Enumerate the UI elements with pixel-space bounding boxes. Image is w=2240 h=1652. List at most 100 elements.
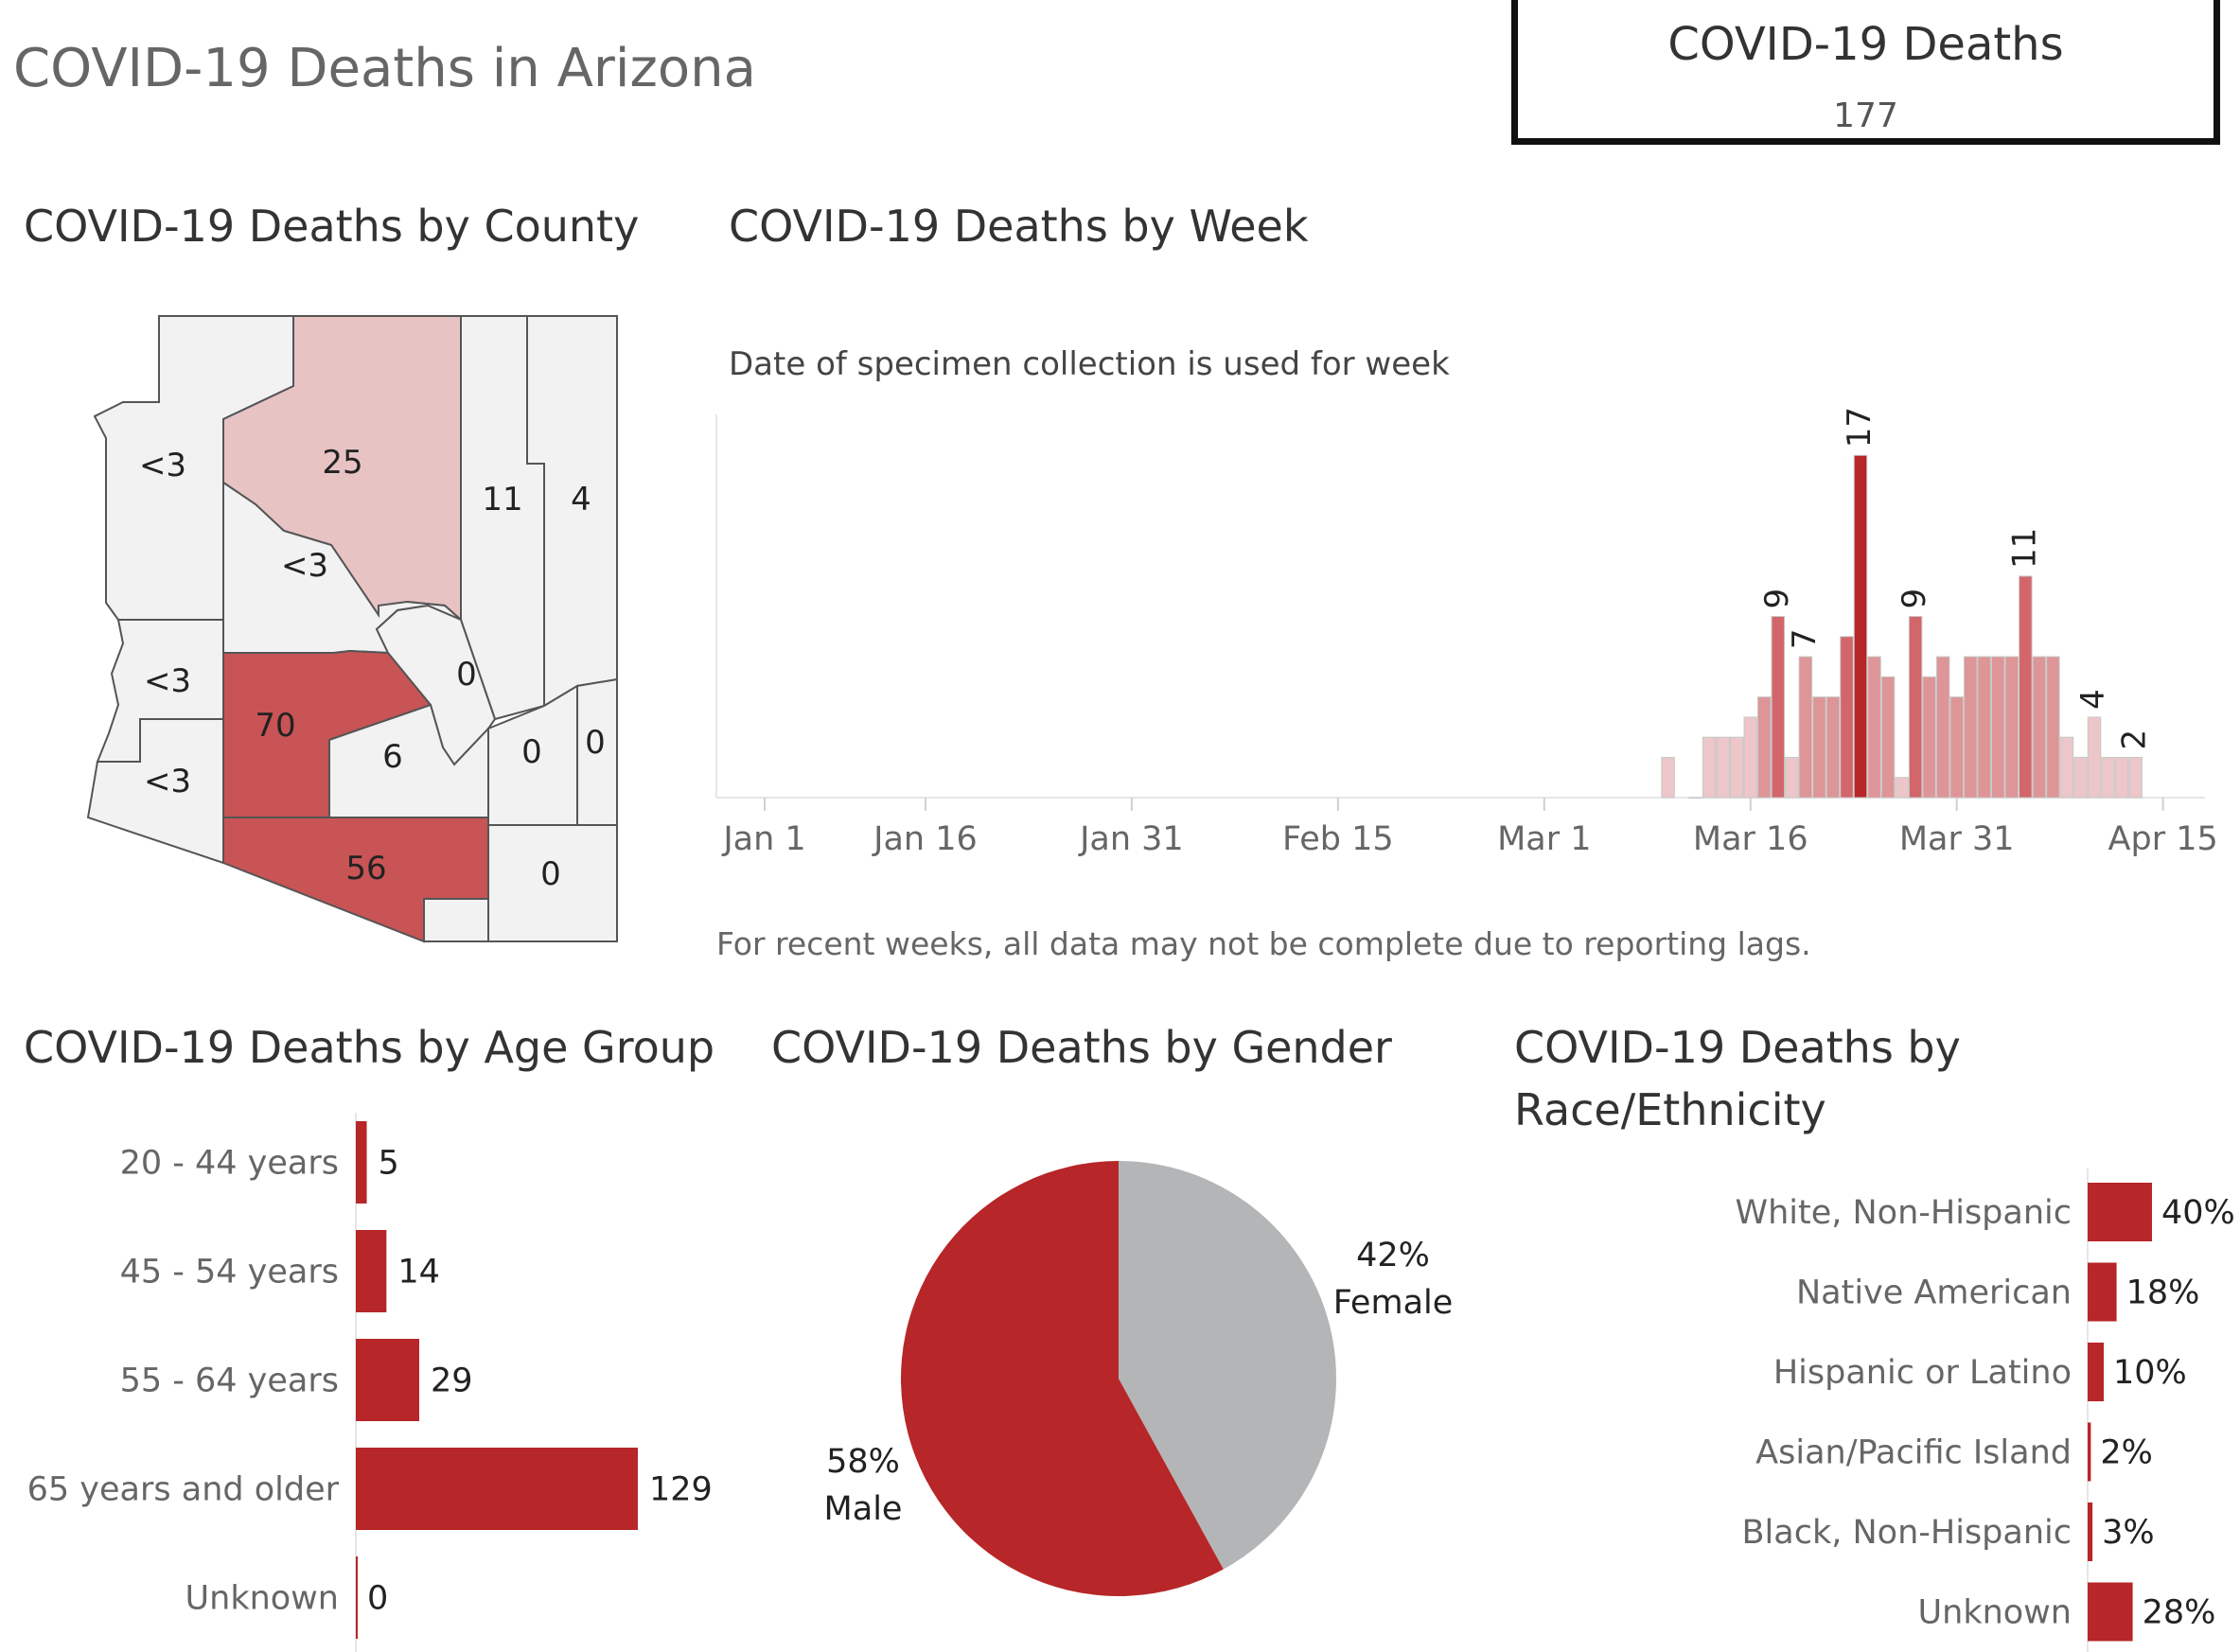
race-bar[interactable] <box>2088 1183 2152 1241</box>
week-bar[interactable] <box>1743 716 1757 799</box>
race-bar[interactable] <box>2088 1262 2117 1322</box>
week-bar[interactable] <box>1949 696 1964 799</box>
race-chart-title-line2: Race/Ethnicity <box>1514 1084 1826 1135</box>
week-bar[interactable] <box>1895 777 1909 799</box>
age-category-label: 65 years and older <box>27 1471 340 1509</box>
gender-chart-title: COVID-19 Deaths by Gender <box>771 1022 1392 1073</box>
week-bar-label: 9 <box>1896 589 1933 609</box>
week-bar[interactable] <box>1771 616 1786 799</box>
race-bar[interactable] <box>2088 1422 2091 1482</box>
total-deaths-value: 177 <box>1833 97 1898 135</box>
week-bar[interactable] <box>2073 756 2088 799</box>
week-bar[interactable] <box>2046 656 2060 799</box>
age-category-label: 45 - 54 years <box>120 1254 339 1292</box>
gender-slice-male[interactable] <box>900 1161 1224 1596</box>
week-bar[interactable] <box>1840 636 1854 799</box>
race-value-label: 3% <box>2102 1514 2155 1552</box>
week-x-tick-mar-16: Mar 16 <box>1693 820 1808 858</box>
gender-pct-label-female: 42% <box>1356 1237 1430 1274</box>
week-bar[interactable] <box>1812 696 1826 799</box>
county-yuma[interactable] <box>86 718 224 865</box>
race-value-label: 18% <box>2126 1274 2200 1312</box>
gender-name-label-male: Male <box>824 1490 903 1528</box>
total-deaths-label: COVID-19 Deaths <box>1667 18 2064 71</box>
week-bar[interactable] <box>2114 756 2129 799</box>
race-category-label: Black, Non-Hispanic <box>1742 1514 2072 1552</box>
week-bar-label: 9 <box>1758 589 1796 609</box>
age-bar[interactable] <box>356 1230 387 1312</box>
week-bar[interactable] <box>2128 756 2143 799</box>
age-bar[interactable] <box>356 1556 358 1639</box>
week-x-tick-jan-16: Jan 16 <box>872 820 978 858</box>
age-category-label: 55 - 64 years <box>120 1362 339 1400</box>
race-value-label: 40% <box>2161 1194 2235 1232</box>
race-value-label: 10% <box>2113 1354 2187 1392</box>
week-chart-footnote: For recent weeks, all data may not be co… <box>716 925 1811 962</box>
race-bar[interactable] <box>2088 1503 2093 1561</box>
week-bar[interactable] <box>1716 736 1730 799</box>
week-bar[interactable] <box>1908 616 1923 799</box>
week-bar[interactable] <box>1867 656 1881 799</box>
age-chart-title: COVID-19 Deaths by Age Group <box>24 1022 715 1073</box>
week-bar-label: 7 <box>1786 628 1824 649</box>
week-bar[interactable] <box>1991 656 2005 799</box>
age-category-label: Unknown <box>185 1580 339 1618</box>
age-category-label: 20 - 44 years <box>120 1145 339 1183</box>
race-bar[interactable] <box>2088 1343 2104 1401</box>
total-deaths-card[interactable]: COVID-19 Deaths 177 <box>1511 0 2220 145</box>
age-bar[interactable] <box>356 1339 419 1421</box>
week-chart-subtitle: Date of specimen collection is used for … <box>729 345 1450 383</box>
week-x-tick-mar-1: Mar 1 <box>1497 820 1591 858</box>
week-bar[interactable] <box>1702 736 1717 799</box>
race-chart-title-line1: COVID-19 Deaths by <box>1514 1022 1961 1073</box>
race-bar[interactable] <box>2088 1582 2133 1642</box>
age-value-label: 129 <box>649 1471 713 1509</box>
week-bar[interactable] <box>2004 656 2020 799</box>
age-value-label: 14 <box>397 1254 440 1292</box>
county-cochise[interactable] <box>487 824 618 942</box>
week-x-tick-feb-15: Feb 15 <box>1282 820 1394 858</box>
week-bar[interactable] <box>1963 656 1978 799</box>
age-value-label: 5 <box>379 1145 399 1183</box>
week-bar[interactable] <box>2019 575 2033 799</box>
race-value-label: 2% <box>2100 1434 2153 1472</box>
week-bar[interactable] <box>1798 656 1813 799</box>
age-value-label: 0 <box>367 1580 388 1618</box>
week-bar[interactable] <box>2087 716 2102 799</box>
race-category-label: Asian/Pacific Island <box>1755 1434 2072 1472</box>
week-bar[interactable] <box>1661 756 1675 799</box>
age-bar[interactable] <box>356 1448 638 1530</box>
week-bar[interactable] <box>1729 736 1744 799</box>
week-x-tick-jan-31: Jan 31 <box>1078 820 1184 858</box>
week-x-tick-jan-1: Jan 1 <box>721 820 805 858</box>
week-bar[interactable] <box>1688 797 1702 799</box>
gender-slice-female[interactable] <box>1119 1161 1336 1570</box>
week-bar[interactable] <box>1977 656 1992 799</box>
race-category-label: White, Non-Hispanic <box>1735 1194 2072 1232</box>
week-bar[interactable] <box>2101 756 2115 799</box>
county-chart-title: COVID-19 Deaths by County <box>24 201 640 252</box>
week-bar[interactable] <box>1826 696 1841 799</box>
race-category-label: Unknown <box>1918 1594 2072 1632</box>
week-bar[interactable] <box>1785 756 1799 799</box>
gender-name-label-female: Female <box>1333 1284 1454 1322</box>
week-x-tick-mar-31: Mar 31 <box>1899 820 2015 858</box>
race-category-label: Hispanic or Latino <box>1773 1354 2072 1392</box>
week-bar[interactable] <box>1757 696 1772 799</box>
age-value-label: 29 <box>431 1362 473 1400</box>
age-bar[interactable] <box>356 1121 367 1204</box>
race-value-label: 28% <box>2143 1594 2216 1632</box>
week-bar[interactable] <box>2032 656 2047 799</box>
week-bar[interactable] <box>2059 736 2074 799</box>
county-santa-cruz[interactable] <box>423 898 489 942</box>
week-bar[interactable] <box>1922 676 1936 799</box>
week-bar-label: 2 <box>2116 729 2154 750</box>
week-chart-title: COVID-19 Deaths by Week <box>729 201 1309 252</box>
week-bar-label: 11 <box>2005 528 2043 569</box>
week-bar[interactable] <box>1880 676 1896 799</box>
week-bar[interactable] <box>1853 454 1868 799</box>
week-bar[interactable] <box>1935 656 1950 799</box>
county-greenlee[interactable] <box>576 677 618 826</box>
